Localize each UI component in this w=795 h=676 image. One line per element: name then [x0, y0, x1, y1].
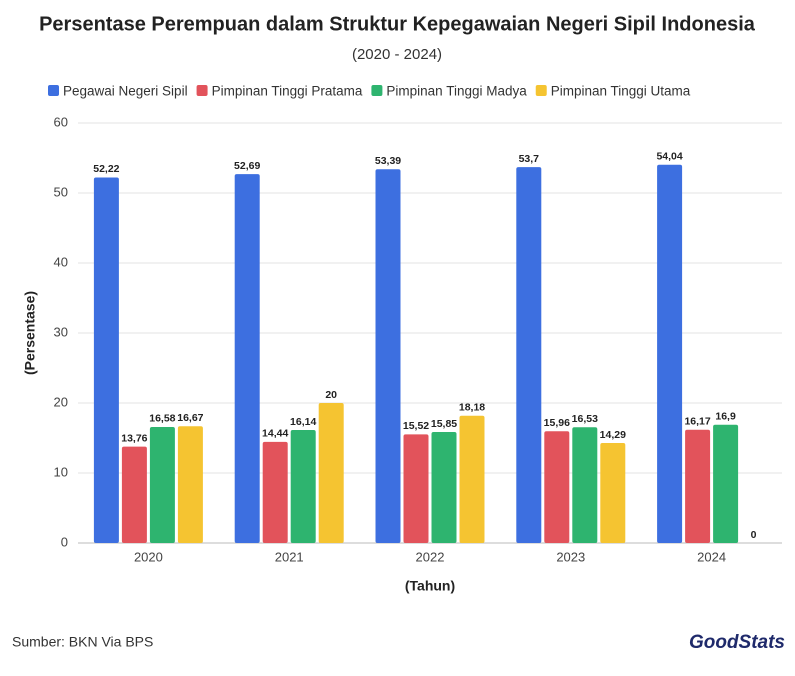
bar — [685, 429, 711, 543]
x-tick-label: 2024 — [697, 549, 726, 564]
value-label: 54,04 — [656, 151, 682, 163]
bar — [572, 427, 598, 543]
bar — [544, 431, 570, 543]
value-label: 16,17 — [684, 416, 710, 428]
bar — [600, 442, 626, 543]
value-label: 18,18 — [459, 402, 485, 414]
y-tick-label: 50 — [54, 184, 68, 199]
bar — [149, 426, 175, 543]
value-label: 16,58 — [149, 413, 175, 425]
source-note: Sumber: BKN Via BPS — [12, 634, 153, 650]
value-label: 15,96 — [544, 417, 570, 429]
x-tick-label: 2023 — [556, 549, 585, 564]
bar — [713, 424, 739, 543]
chart-subtitle: (2020 - 2024) — [352, 46, 442, 63]
bar — [403, 434, 429, 543]
x-tick-label: 2020 — [134, 549, 163, 564]
value-label: 16,9 — [715, 410, 736, 422]
chart-title: Persentase Perempuan dalam Struktur Kepe… — [39, 13, 756, 35]
y-tick-label: 10 — [54, 464, 68, 479]
y-tick-label: 20 — [54, 394, 68, 409]
y-tick-label: 30 — [54, 324, 68, 339]
value-label: 52,22 — [93, 163, 119, 175]
legend-marker — [48, 85, 59, 96]
value-label: 0 — [751, 529, 757, 541]
legend-marker — [371, 85, 383, 96]
x-tick-label: 2022 — [416, 549, 445, 564]
bar — [234, 174, 260, 544]
brand-logo: GoodStats — [689, 632, 785, 653]
value-label: 16,67 — [177, 412, 203, 424]
legend-label: Pimpinan Tinggi Utama — [551, 84, 691, 99]
y-tick-label: 0 — [61, 534, 68, 549]
value-label: 15,85 — [431, 418, 457, 430]
x-tick-label: 2021 — [275, 549, 304, 564]
value-label: 52,69 — [234, 160, 260, 172]
value-label: 14,29 — [600, 429, 626, 441]
bar — [318, 403, 344, 543]
bar — [290, 430, 316, 543]
x-axis-label: (Tahun) — [405, 578, 455, 594]
legend-marker — [535, 85, 547, 96]
value-label: 13,76 — [121, 432, 147, 444]
bar — [93, 177, 119, 543]
value-label: 16,53 — [572, 413, 598, 425]
bar — [121, 446, 147, 543]
bar — [262, 441, 288, 543]
bar — [375, 169, 401, 543]
bar — [516, 167, 542, 543]
y-tick-label: 40 — [54, 254, 68, 269]
y-axis-label: (Persentase) — [22, 291, 38, 375]
value-label: 53,39 — [375, 155, 401, 167]
legend-label: Pimpinan Tinggi Madya — [386, 84, 527, 99]
legend-label: Pimpinan Tinggi Pratama — [212, 84, 363, 99]
value-label: 20 — [325, 389, 337, 401]
value-label: 14,44 — [262, 428, 288, 440]
bar — [431, 432, 457, 543]
bar — [177, 426, 203, 543]
y-tick-label: 60 — [54, 114, 68, 129]
legend-label: Pegawai Negeri Sipil — [63, 84, 188, 99]
legend-marker — [196, 85, 208, 96]
value-label: 16,14 — [290, 416, 316, 428]
bar — [459, 415, 485, 543]
value-label: 15,52 — [403, 420, 429, 432]
value-label: 53,7 — [519, 153, 540, 165]
bar — [657, 164, 683, 543]
